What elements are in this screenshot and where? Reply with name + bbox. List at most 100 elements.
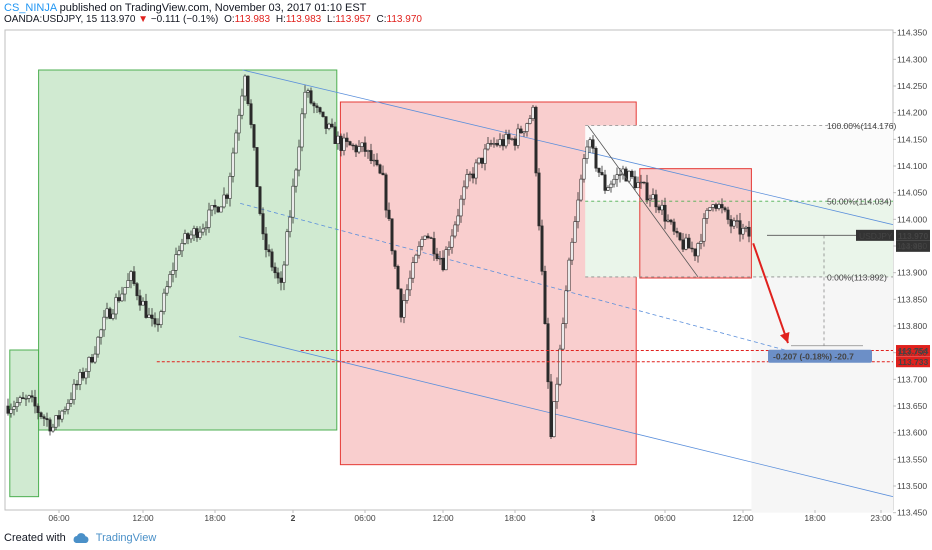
candle-body: [306, 90, 310, 93]
candle-body: [558, 348, 562, 385]
candle-body: [549, 381, 553, 438]
open-value: 113.983: [234, 14, 271, 25]
publisher-name[interactable]: CS_NINJA: [4, 2, 57, 14]
candle-body: [399, 288, 403, 318]
candle-body: [720, 204, 724, 209]
candle-body: [723, 207, 727, 211]
candle-body: [114, 297, 118, 315]
candle-body: [678, 232, 682, 241]
candle-body: [240, 95, 244, 116]
candle-body: [429, 237, 433, 239]
candle-body: [420, 238, 424, 247]
candle-body: [264, 233, 268, 250]
close-label: C:: [376, 14, 387, 25]
candle-body: [267, 249, 271, 253]
high-label: H:: [275, 14, 286, 25]
countdown-label: 04:48: [901, 241, 923, 251]
candle-body: [717, 204, 721, 209]
footer: Created with TradingView: [4, 532, 156, 544]
candle-body: [336, 135, 340, 144]
candle-body: [585, 146, 589, 159]
candle-body: [630, 170, 634, 177]
candle-body: [39, 412, 43, 417]
candle-body: [378, 164, 382, 174]
candle-body: [201, 228, 205, 233]
x-tick-label-4: 06:00: [354, 513, 376, 523]
candle-body: [528, 118, 532, 124]
candle-body: [414, 254, 418, 263]
candle-body: [606, 187, 610, 191]
candle-body: [153, 318, 157, 325]
candle-body: [450, 235, 454, 248]
projection-label: -0.207 (-0.18%) -20.7: [773, 352, 854, 362]
candle-body: [447, 246, 451, 251]
candle-body: [213, 205, 217, 208]
candle-body: [246, 75, 250, 105]
candle-body: [432, 238, 436, 255]
candle-body: [348, 141, 352, 146]
candle-body: [228, 176, 232, 199]
candle-body: [204, 227, 208, 230]
candle-body: [102, 316, 106, 331]
candle-body: [627, 170, 631, 182]
candle-body: [456, 215, 460, 226]
candle-body: [489, 143, 493, 145]
candle-body: [531, 106, 535, 119]
y-tick-label-3: 114.200: [897, 108, 927, 118]
y-tick-label-7: 114.000: [897, 214, 927, 224]
y-tick-label-16: 113.550: [897, 454, 927, 464]
candles-group: [6, 74, 751, 440]
candle-body: [396, 266, 400, 290]
candle-body: [87, 356, 91, 372]
candle-body: [291, 185, 295, 218]
fib-label-0: 100.00%(114.176): [827, 121, 896, 131]
y-tick-label-15: 113.600: [897, 428, 927, 438]
candle-body: [369, 150, 373, 161]
candle-body: [345, 137, 349, 142]
candle-body: [579, 178, 583, 201]
candle-body: [471, 173, 475, 179]
candle-body: [657, 206, 661, 211]
y-tick-label-13: 113.700: [897, 374, 927, 384]
candle-body: [111, 313, 115, 319]
candle-body: [327, 123, 331, 129]
y-tick-label-14: 113.650: [897, 401, 927, 411]
low-value: 113.957: [335, 14, 371, 25]
candle-body: [198, 231, 202, 238]
candle-body: [96, 336, 100, 355]
candle-body: [312, 102, 316, 107]
candle-body: [453, 224, 457, 237]
candle-body: [30, 395, 34, 398]
candle-body: [66, 403, 70, 410]
candle-body: [522, 131, 526, 134]
candle-body: [444, 249, 448, 271]
last-price-value: 113.970: [99, 14, 136, 25]
candle-body: [510, 138, 514, 140]
candle-body: [156, 323, 160, 326]
tradingview-brand[interactable]: TradingView: [95, 532, 157, 544]
candle-body: [33, 396, 37, 407]
candle-body: [15, 402, 19, 408]
candle-body: [702, 218, 706, 242]
fib-label-1: 50.00%(114.034): [827, 197, 892, 207]
candle-body: [708, 207, 712, 211]
candle-body: [714, 204, 718, 209]
candle-body: [132, 271, 136, 284]
candle-body: [342, 137, 346, 151]
candle-body: [384, 174, 388, 211]
candle-body: [93, 353, 97, 363]
last-price-tag: [896, 229, 930, 241]
candle-body: [72, 383, 76, 400]
candle-body: [108, 308, 112, 319]
candle-body: [45, 418, 49, 421]
candle-body: [492, 143, 496, 145]
candle-body: [501, 139, 505, 147]
candle-body: [165, 286, 169, 294]
candle-body: [183, 233, 187, 244]
candle-body: [693, 248, 697, 257]
candle-body: [705, 210, 709, 219]
candle-body: [9, 408, 13, 414]
candle-body: [276, 272, 280, 279]
x-tick-label-7: 3: [591, 513, 596, 523]
